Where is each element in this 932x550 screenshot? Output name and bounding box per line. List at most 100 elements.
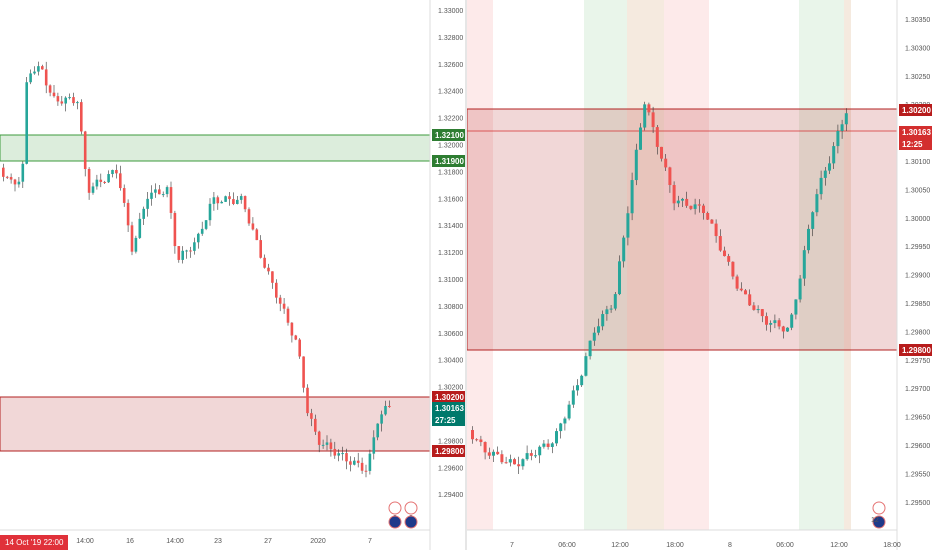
left-candle — [236, 199, 239, 204]
right-candle — [752, 305, 756, 310]
left-candle — [388, 405, 391, 407]
session-band — [844, 0, 851, 530]
left-chart-pane[interactable]: 1.33000 1.32800 1.32600 1.32400 1.32200 1.320… — [0, 0, 466, 550]
right-candle — [819, 177, 823, 195]
left-candle — [372, 437, 376, 454]
left-candle — [154, 189, 157, 193]
left-candle — [165, 187, 169, 195]
right-candle — [815, 194, 819, 213]
us-flag-icon[interactable] — [388, 515, 402, 529]
zone-bottom-badge: 1.29800 — [902, 346, 931, 355]
left-candle — [173, 212, 177, 247]
ca-flag-icon[interactable] — [872, 501, 886, 515]
right-candle — [681, 198, 684, 201]
zone-top-badge: 1.30200 — [902, 106, 931, 115]
ca-flag-icon[interactable] — [388, 501, 402, 515]
price-tick-label: 1.31800 — [438, 169, 463, 176]
right-candle — [836, 130, 840, 147]
candle-countdown-badge-bg — [432, 414, 465, 426]
right-candle — [672, 185, 676, 204]
right-candle — [576, 385, 579, 391]
session-band — [799, 0, 844, 530]
right-candle — [714, 223, 718, 237]
left-candle — [364, 470, 368, 472]
right-candle — [626, 213, 630, 238]
right-candle — [647, 104, 651, 113]
left-candle — [302, 356, 305, 388]
left-candle — [275, 282, 278, 298]
left-candle — [72, 97, 75, 104]
us-flag-icon[interactable] — [872, 515, 886, 529]
right-candle — [492, 451, 495, 456]
left-candle — [267, 267, 270, 272]
time-tick-label: 8 — [728, 542, 732, 549]
left-candle — [134, 237, 138, 252]
right-candle — [580, 375, 584, 386]
right-candle — [739, 288, 743, 291]
left-candle — [321, 444, 325, 446]
pane-divider[interactable] — [465, 0, 467, 550]
left-candle — [314, 418, 317, 432]
right-chart-pane[interactable]: 1.303501.303001.302501.302001.301501.301… — [467, 0, 932, 550]
price-tick-label: 1.29850 — [905, 301, 930, 308]
right-candle — [790, 314, 794, 328]
supply-top-badge-bg — [432, 129, 465, 141]
right-candle — [567, 404, 571, 419]
right-candle — [798, 278, 802, 300]
right-candle — [605, 309, 609, 315]
price-tick-label: 1.29500 — [905, 500, 930, 507]
left-candle — [5, 176, 9, 178]
left-candle — [13, 179, 17, 185]
right-candle — [811, 212, 815, 229]
left-candle — [115, 169, 118, 174]
left-candle — [138, 218, 142, 238]
ca-flag-icon[interactable] — [404, 501, 418, 515]
left-candle — [99, 179, 103, 182]
left-candle — [282, 303, 286, 309]
right-chart-canvas[interactable]: 1.303501.303001.302501.302001.301501.301… — [467, 0, 932, 550]
price-tick-label: 1.29700 — [905, 386, 930, 393]
right-candle — [773, 320, 777, 324]
left-candle — [76, 102, 79, 104]
left-candle — [278, 297, 282, 304]
right-candle — [479, 439, 483, 443]
left-candle — [197, 233, 200, 243]
right-candle — [508, 459, 512, 463]
price-tick-label: 1.32400 — [438, 89, 463, 96]
left-candle — [286, 308, 290, 323]
right-candle — [693, 204, 697, 209]
us-flag-icon[interactable] — [404, 515, 418, 529]
demand-bottom-badge: 1.29800 — [435, 447, 464, 456]
price-tick-label: 1.30400 — [438, 358, 463, 365]
left-chart-canvas[interactable]: 1.33000 1.32800 1.32600 1.32400 1.32200 1.320… — [0, 0, 466, 550]
supply-zone[interactable] — [0, 134, 431, 162]
price-tick-label: 1.30050 — [905, 187, 930, 194]
right-candle — [525, 453, 529, 460]
left-candle — [80, 102, 83, 132]
right-candle — [748, 294, 752, 306]
demand-zone[interactable] — [0, 396, 431, 452]
left-candle — [239, 196, 243, 200]
right-candle — [731, 261, 735, 277]
left-candle — [87, 169, 91, 193]
time-tick-label: 18:00 — [883, 542, 901, 549]
left-candle — [95, 179, 99, 187]
left-candle — [345, 453, 348, 462]
candle-countdown-badge: 27:25 — [435, 416, 456, 425]
right-candle — [777, 320, 781, 327]
right-candle — [622, 237, 626, 262]
right-candle — [521, 459, 525, 467]
right-candle — [496, 451, 500, 455]
left-candle — [259, 240, 262, 258]
left-candle — [337, 453, 340, 456]
left-candle — [247, 209, 251, 224]
time-tick-label: 12:00 — [830, 542, 848, 549]
right-candle — [571, 390, 575, 405]
left-candle — [341, 453, 344, 455]
left-candle — [271, 271, 274, 283]
right-candle — [517, 464, 521, 467]
range-zone[interactable] — [467, 108, 898, 351]
session-band — [627, 0, 664, 530]
left-candle — [356, 460, 360, 463]
right-candle — [592, 332, 596, 341]
